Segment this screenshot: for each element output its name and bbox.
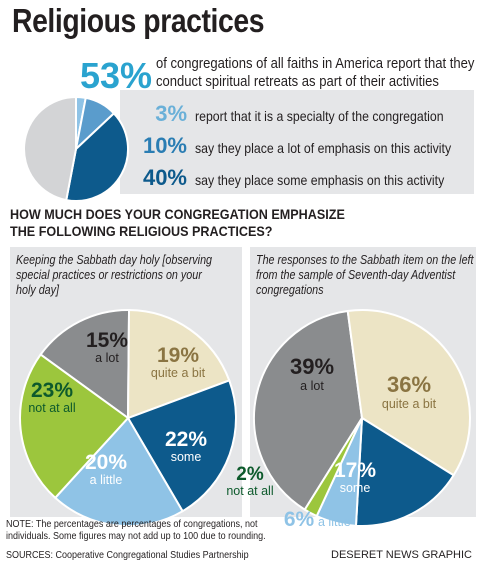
right-caption-line2: from the sample of Seventh-day Adventist <box>256 268 456 282</box>
pie-slice <box>39 308 131 420</box>
slice-pct-label: 36% <box>387 372 431 397</box>
slice-pct-label: 17% <box>334 459 376 482</box>
pie-slice <box>19 353 130 500</box>
footnote-line2: individuals. Some figures may not add up… <box>6 531 266 542</box>
left-caption-line2: special practices or restrictions on you… <box>16 268 202 282</box>
left-caption-line1: Keeping the Sabbath day holy [observing <box>16 253 213 267</box>
retreat-stat-a-lot: 10% say they place a lot of emphasis on … <box>134 133 480 159</box>
slice-category-label: quite a bit <box>382 397 437 411</box>
slice-category-label: some <box>340 481 371 495</box>
retreat-stat-pct: 3% <box>155 101 187 126</box>
slice-pct-label: 22% <box>165 428 207 451</box>
slice-category-label: not at all <box>28 401 75 415</box>
headline-text-line2: conduct spiritual retreats as part of th… <box>156 74 439 90</box>
pie-slice <box>354 416 455 527</box>
retreat-stat-specialty: 3% report that it is a specialty of the … <box>134 101 478 127</box>
pie-slice <box>126 308 231 420</box>
sources: SOURCES: Cooperative Congregational Stud… <box>6 550 249 561</box>
slice-pct-label: 19% <box>157 344 199 367</box>
credit: DESERET NEWS GRAPHIC <box>331 549 472 561</box>
headline-text-line1: of congregations of all faiths in Americ… <box>156 56 475 72</box>
pie-slice <box>23 95 77 202</box>
slice-category-label: not at all <box>226 484 273 498</box>
retreat-stat-pct: 40% <box>142 165 187 190</box>
retreat-stats-box <box>120 90 474 194</box>
slice-category-label: a little <box>90 473 123 487</box>
section-question-line2: THE FOLLOWING RELIGIOUS PRACTICES? <box>10 223 273 239</box>
slice-category-label: some <box>171 450 202 464</box>
section-question-line1: HOW MUCH DOES YOUR CONGREGATION EMPHASIZ… <box>10 206 345 222</box>
left-panel-caption: Keeping the Sabbath day holy [observing … <box>16 253 212 298</box>
right-caption-line1: The responses to the Sabbath item on the… <box>256 253 474 267</box>
retreat-stat-some: 40% say they place some emphasis on this… <box>134 165 478 191</box>
pie-slice <box>65 111 129 202</box>
pie-chart-2: 39%a lot 36%quite a bit 17%some 6% a little 2… <box>226 309 471 531</box>
pie-chart-0 <box>23 95 129 202</box>
slice-category-label: a little <box>318 515 351 529</box>
right-panel-caption: The responses to the Sabbath item on the… <box>256 253 474 298</box>
slice-pct-label: 39% <box>290 354 334 379</box>
left-caption-line3: holy day] <box>16 283 60 297</box>
slice-category-label: a lot <box>300 379 324 393</box>
pie-slice <box>303 417 363 518</box>
slice-pct-label: 6% <box>284 508 315 531</box>
footnote-line1: NOTE: The percentages are percentages of… <box>6 519 258 530</box>
slice-pct-label: 2% <box>236 464 264 485</box>
pie-slice <box>126 379 237 513</box>
slice-pct-label: 15% <box>86 329 128 352</box>
pie-slice <box>53 416 184 527</box>
slice-category-label: quite a bit <box>151 366 206 380</box>
right-caption-line3: congregations <box>256 283 324 297</box>
retreat-stat-text: report that it is a specialty of the con… <box>195 108 444 124</box>
slice-category-label: a lot <box>95 351 119 365</box>
retreat-stat-pct: 10% <box>142 133 187 158</box>
pie-chart-1: 15%a lot 19%quite a bit 22%some 20%a little… <box>19 308 237 527</box>
retreat-stat-text: say they place a lot of emphasis on this… <box>195 140 452 156</box>
headline-text: of congregations of all faiths in Americ… <box>156 55 475 91</box>
footnote: NOTE: The percentages are percentages of… <box>6 519 266 543</box>
pie-slice <box>346 309 471 477</box>
retreat-stat-text: say they place some emphasis on this act… <box>195 172 445 188</box>
slice-pct-label: 23% <box>31 379 73 402</box>
headline-value: 53% <box>80 55 153 96</box>
slice-pct-label: 20% <box>85 451 127 474</box>
section-question: HOW MUCH DOES YOUR CONGREGATION EMPHASIZ… <box>10 206 345 240</box>
page-title: Religious practices <box>12 2 265 39</box>
